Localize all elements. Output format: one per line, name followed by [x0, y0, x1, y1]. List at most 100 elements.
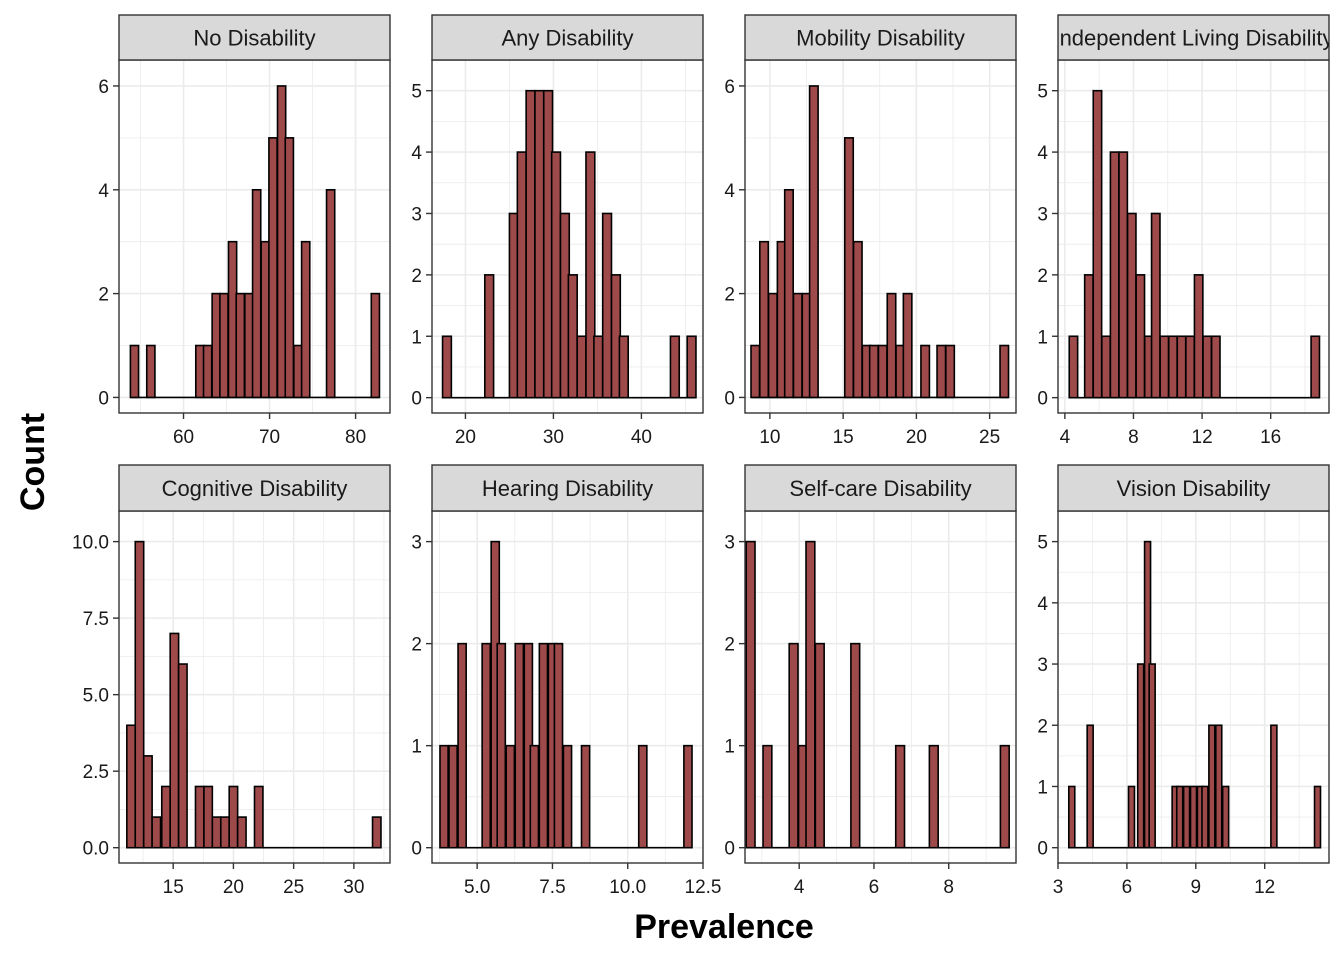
facet-strip	[744, 464, 1017, 512]
histogram-bar	[202, 344, 213, 399]
histogram-bar	[219, 816, 231, 849]
histogram-bar	[516, 151, 527, 399]
x-tick-label: 12	[1192, 427, 1213, 448]
histogram-bar	[843, 137, 855, 399]
histogram-bar	[1202, 335, 1213, 399]
histogram-bars	[129, 85, 381, 399]
histogram-bar	[1150, 212, 1161, 399]
y-tick-label: 0.0	[83, 839, 109, 860]
x-tick-label: 6	[869, 877, 880, 898]
histogram-bar	[920, 344, 931, 399]
histogram-bar	[441, 335, 453, 399]
x-axis-title: Prevalence	[634, 908, 814, 946]
x-tick-label: 10	[759, 427, 780, 448]
y-tick-label: 0	[411, 839, 422, 860]
x-tick-label: 6	[1122, 877, 1133, 898]
histogram-bar	[567, 274, 578, 399]
histogram-bar	[1182, 785, 1191, 849]
facet-strip	[118, 464, 391, 512]
histogram-bar	[808, 85, 819, 399]
x-tick-label: 25	[283, 877, 304, 898]
histogram-bar	[1068, 335, 1079, 399]
histogram-bar	[669, 335, 681, 399]
facet-strip-label: Any Disability	[501, 26, 633, 51]
facet-strip-label: Independent Living Disability	[1053, 26, 1333, 51]
histogram-bar	[505, 744, 516, 849]
histogram-bar	[529, 744, 540, 849]
histogram-bar	[1185, 335, 1196, 399]
y-tick-label: 2	[1037, 716, 1048, 737]
histogram-bar	[1175, 785, 1184, 849]
histogram-bar	[928, 744, 939, 849]
histogram-bar	[585, 151, 596, 399]
x-tick-label: 60	[173, 427, 194, 448]
facet-strip-label: Mobility Disability	[796, 26, 965, 51]
histogram-bars	[1067, 540, 1322, 849]
histogram-bar	[126, 724, 137, 849]
x-tick-label: 4	[794, 877, 805, 898]
x-tick-label: 70	[259, 427, 280, 448]
y-tick-label: 2	[411, 266, 422, 287]
y-tick-label: 2	[724, 285, 735, 306]
y-tick-label: 0	[1037, 389, 1048, 410]
y-tick-label: 2	[411, 635, 422, 656]
histogram-bar	[886, 292, 897, 399]
histogram-bar	[268, 137, 278, 399]
histogram-bar	[129, 344, 140, 399]
histogram-bar	[169, 632, 180, 849]
x-tick-label: 25	[979, 427, 1000, 448]
histogram-bars	[750, 85, 1010, 399]
histogram-bar	[253, 785, 264, 849]
y-tick-label: 0	[1037, 839, 1048, 860]
histogram-bar	[1086, 724, 1094, 849]
histogram-bar	[683, 744, 693, 849]
histogram-bar	[1270, 724, 1278, 849]
histogram-bars	[1068, 89, 1321, 399]
histogram-bar	[534, 89, 545, 399]
histogram-bar	[877, 344, 888, 399]
histogram-bar	[1201, 785, 1209, 849]
y-tick-label: 7.5	[83, 609, 109, 630]
x-tick-label: 5.0	[464, 877, 490, 898]
histogram-bar	[1109, 151, 1120, 399]
y-tick-label: 5	[1037, 82, 1048, 103]
histogram-bar	[1313, 785, 1322, 849]
histogram-bar	[1101, 335, 1112, 399]
histogram-bar	[758, 240, 770, 399]
histogram-bar	[1176, 335, 1187, 399]
histogram-bars	[439, 540, 693, 849]
histogram-bar	[514, 642, 525, 849]
facet-panel: Hearing Disability 5.0 7.5 10.0 12.5 0 1 2 3	[411, 464, 721, 898]
facet-strip	[431, 14, 704, 61]
y-tick-label: 4	[411, 143, 422, 164]
histogram-bar	[325, 188, 336, 399]
y-tick-label: 1	[1037, 777, 1048, 798]
x-tick-label: 20	[223, 877, 244, 898]
histogram-bar	[550, 151, 562, 399]
histogram-bar	[999, 744, 1010, 849]
y-tick-label: 3	[724, 533, 735, 554]
facet-strip-label: Hearing Disability	[482, 476, 653, 501]
histogram-bar	[496, 642, 507, 849]
histogram-bar	[1126, 212, 1137, 399]
x-tick-label: 10.0	[609, 877, 646, 898]
histogram-bar	[767, 292, 778, 399]
histogram-bar	[371, 816, 382, 849]
histogram-bar	[1118, 151, 1129, 399]
histogram-bar	[562, 744, 573, 849]
histogram-bar	[783, 188, 794, 399]
histogram-bar	[745, 540, 756, 849]
histogram-bar	[601, 212, 613, 399]
y-tick-label: 1	[411, 737, 422, 758]
histogram-bar	[618, 335, 630, 399]
y-tick-label: 3	[411, 533, 422, 554]
facet-panel: Mobility Disability 10 15 20 25 0 2 4 6	[724, 14, 1017, 448]
histogram-bar	[160, 785, 171, 849]
histogram-bar	[236, 816, 247, 849]
histogram-bars	[126, 540, 382, 849]
facet-strip-label: Self-care Disability	[789, 476, 971, 501]
facet-panel: Cognitive Disability 15 20 25 30 0.0 2.5 5.0 7.5…	[72, 464, 391, 898]
y-tick-label: 2	[724, 635, 735, 656]
